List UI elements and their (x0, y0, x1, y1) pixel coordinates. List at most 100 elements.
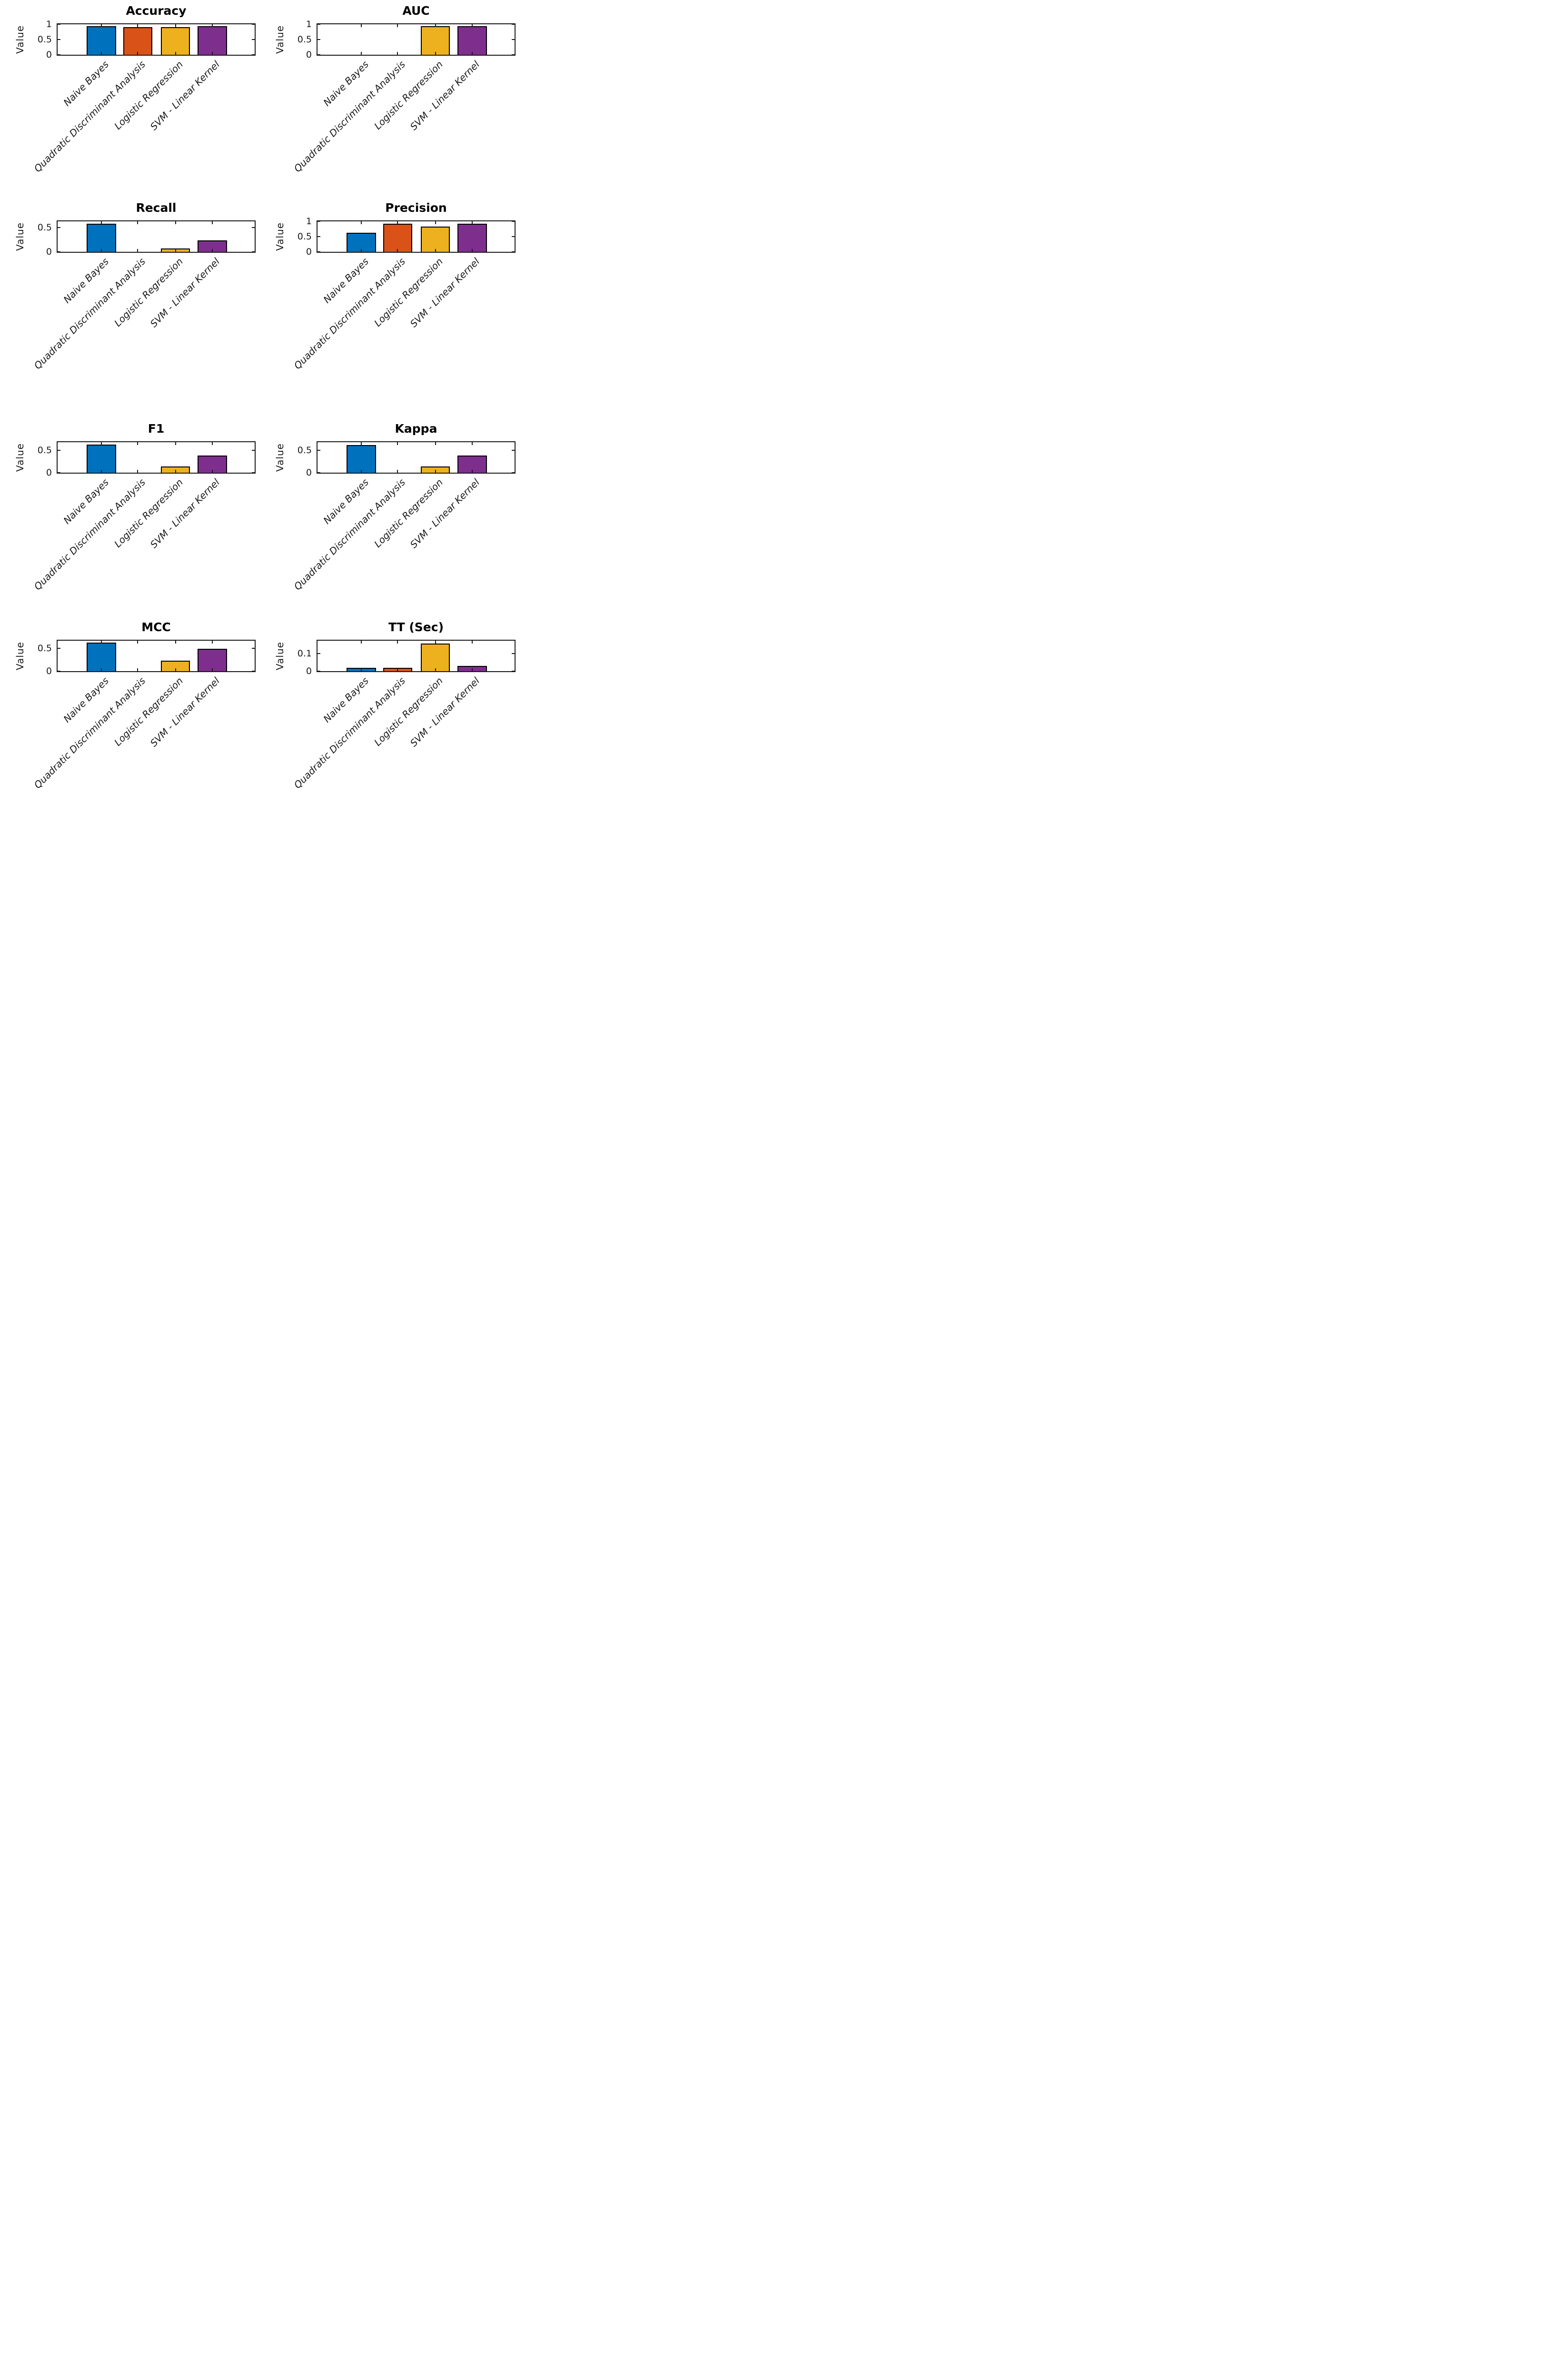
x-tick-mark (471, 24, 473, 27)
bar-logistic-regression (160, 466, 190, 473)
chart-title: Recall (136, 201, 177, 215)
subplot-auc: AUC Value 0 0.5 1 Naive Bayes Quadratic Disc… (274, 4, 516, 174)
x-tick-mark (360, 52, 362, 55)
x-tick-mark (137, 470, 139, 473)
y-tick-mark (252, 251, 255, 252)
bar-logistic-regression (160, 27, 190, 55)
x-tick-mark (397, 668, 398, 671)
y-tick-label: 0 (306, 666, 312, 676)
y-tick-label: 1 (306, 19, 312, 30)
y-tick-mark (252, 472, 255, 473)
chart-title: Precision (385, 201, 447, 215)
x-tick-mark (435, 470, 436, 473)
y-tick-mark (58, 647, 60, 649)
y-tick-mark (252, 449, 255, 451)
y-tick-label: 0.5 (297, 34, 312, 45)
x-tick-label-quadratic-discriminant-analysis: Quadratic Discriminant Analysis (31, 476, 148, 593)
y-tick-mark (58, 24, 60, 25)
y-tick-mark (512, 221, 515, 222)
y-axis-label: Value (274, 443, 286, 472)
y-tick-mark (318, 54, 320, 55)
bar-logistic-regression (420, 26, 450, 55)
y-tick-label: 0 (46, 50, 52, 60)
bar-naive-bayes (87, 444, 116, 473)
x-tick-mark (360, 221, 362, 224)
y-tick-mark (512, 39, 515, 40)
x-tick-mark (435, 24, 436, 27)
subplot-recall: Recall Value 0 0.5 Naive Bayes Quadratic Di… (14, 201, 256, 371)
y-tick-mark (318, 449, 320, 451)
y-tick-mark (252, 227, 255, 228)
x-tick-mark (175, 24, 176, 27)
y-tick-mark (252, 647, 255, 649)
y-tick-mark (512, 24, 515, 25)
x-tick-label-naive-bayes: Naive Bayes (321, 675, 371, 725)
chart-title: Accuracy (126, 4, 187, 18)
y-axis-label-wrap: Value (269, 641, 291, 671)
x-tick-mark (397, 641, 398, 644)
subplot-mcc: MCC Value 0 0.5 Naive Bayes Quadratic Discr… (14, 620, 256, 791)
x-tick-mark (397, 470, 398, 473)
x-tick-mark (397, 442, 398, 445)
bar-naive-bayes (347, 232, 376, 252)
x-tick-mark (397, 249, 398, 252)
y-tick-label: 0 (306, 247, 312, 257)
y-axis-label-wrap: Value (269, 442, 291, 473)
y-tick-label: 0 (306, 50, 312, 60)
figure-canvas: Accuracy Value 0 0.5 1 Naive Bayes Quadratic… (0, 0, 519, 820)
y-tick-label: 0 (306, 467, 312, 478)
y-tick-mark (252, 671, 255, 672)
x-tick-label-quadratic-discriminant-analysis: Quadratic Discriminant Analysis (291, 256, 407, 372)
x-tick-mark (100, 221, 102, 224)
x-tick-mark (175, 249, 176, 252)
x-tick-label-logistic-regression: Logistic Regression (371, 476, 445, 550)
x-tick-mark (435, 641, 436, 644)
y-tick-mark (58, 54, 60, 55)
x-tick-mark (211, 249, 213, 252)
chart-title: MCC (141, 620, 171, 634)
y-tick-mark (58, 472, 60, 473)
y-tick-mark (318, 236, 320, 237)
x-tick-mark (211, 470, 213, 473)
subplot-f1: F1 Value 0 0.5 Naive Bayes Quadratic Discri… (14, 422, 256, 592)
x-tick-mark (471, 641, 473, 644)
y-tick-label: 0.5 (37, 643, 52, 654)
x-tick-mark (211, 668, 213, 671)
x-tick-mark (137, 668, 139, 671)
subplot-tt-sec: TT (Sec) Value 0 0.1 Naive Bayes Quadratic … (274, 620, 516, 791)
y-tick-label: 0.5 (37, 34, 52, 45)
x-tick-mark (435, 249, 436, 252)
y-axis-label: Value (14, 25, 26, 54)
y-axis-label: Value (14, 222, 26, 251)
x-tick-label-logistic-regression: Logistic Regression (371, 59, 445, 132)
x-tick-mark (435, 668, 436, 671)
y-axis-label: Value (14, 443, 26, 472)
x-tick-label-quadratic-discriminant-analysis: Quadratic Discriminant Analysis (291, 59, 407, 175)
x-tick-mark (360, 442, 362, 445)
x-tick-mark (100, 249, 102, 252)
x-tick-mark (175, 442, 176, 445)
y-tick-mark (318, 221, 320, 222)
y-tick-mark (252, 24, 255, 25)
x-tick-mark (100, 470, 102, 473)
x-tick-mark (397, 24, 398, 27)
y-axis-label-wrap: Value (269, 24, 291, 55)
x-tick-label-logistic-regression: Logistic Regression (111, 476, 185, 550)
y-tick-mark (318, 653, 320, 654)
bar-logistic-regression (420, 226, 450, 252)
y-tick-mark (58, 449, 60, 451)
bar-svm-linear-kernel (198, 649, 227, 671)
x-tick-mark (175, 470, 176, 473)
x-tick-mark (211, 442, 213, 445)
y-tick-mark (58, 39, 60, 40)
y-tick-mark (318, 251, 320, 252)
bar-svm-linear-kernel (198, 26, 227, 55)
y-tick-label: 0.5 (37, 222, 52, 233)
y-tick-label: 1 (306, 216, 312, 227)
x-tick-mark (211, 221, 213, 224)
y-tick-mark (58, 671, 60, 672)
x-tick-mark (397, 52, 398, 55)
x-tick-mark (360, 641, 362, 644)
x-tick-mark (360, 470, 362, 473)
y-tick-mark (252, 54, 255, 55)
